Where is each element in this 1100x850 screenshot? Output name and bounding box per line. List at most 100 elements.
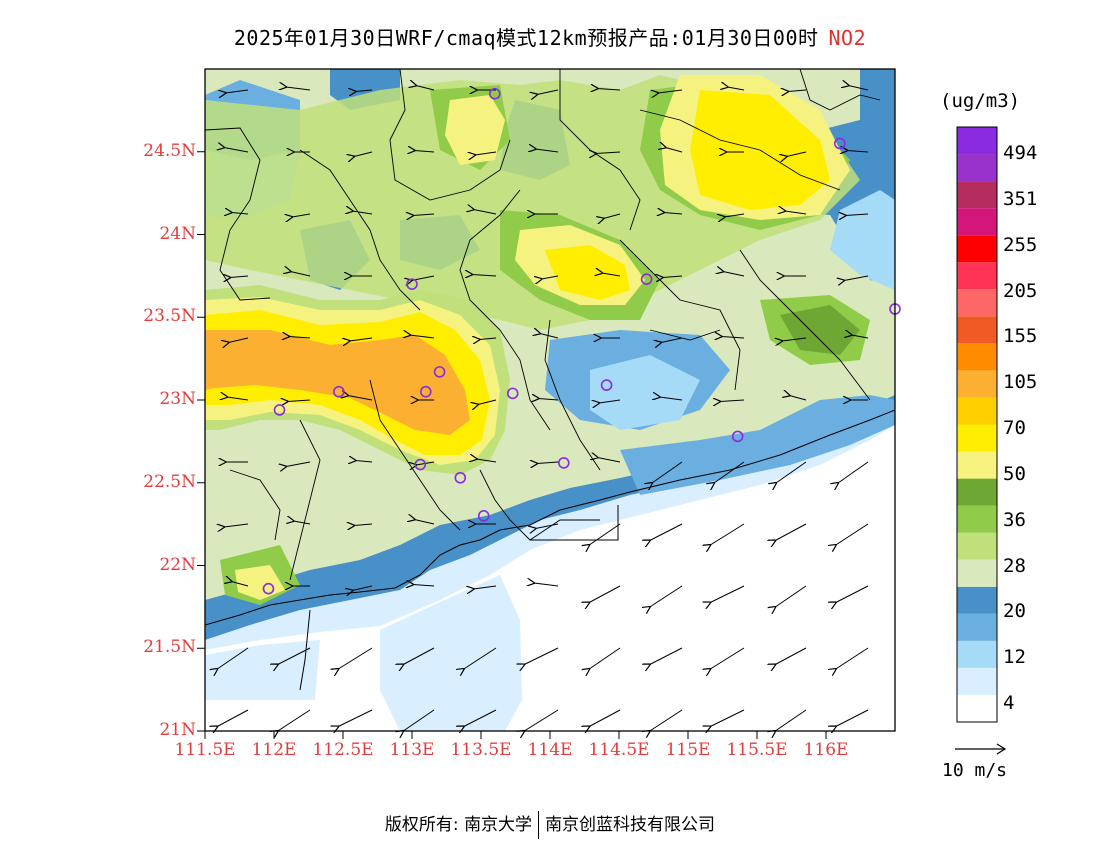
wind-arrow	[710, 523, 745, 545]
owner-nju: 南京大学	[464, 815, 533, 835]
wind-arrow	[348, 396, 373, 401]
station-marker	[833, 137, 846, 150]
wind-arrow	[775, 709, 807, 731]
wind-arrow	[338, 709, 373, 727]
colorbar-level-label: 351	[1003, 187, 1038, 210]
wind-arrow	[782, 338, 807, 341]
wind-arrow	[542, 275, 559, 279]
wind-arrow	[286, 87, 311, 90]
wind-arrow	[472, 275, 497, 277]
wind-arrow	[524, 647, 559, 665]
lon-label: 115E	[665, 740, 711, 760]
wind-arrow	[403, 647, 435, 665]
colorbar-level-label: 70	[1003, 417, 1026, 439]
colorbar-level-label: 28	[1003, 554, 1026, 577]
lon-label: 112.5E	[312, 740, 374, 760]
wind-arrow	[229, 337, 249, 343]
colorbar-level-label: 105	[1003, 371, 1038, 394]
wind-arrow	[776, 461, 807, 483]
colorbar-level-label: 205	[1003, 279, 1038, 302]
lat-label: 21.5N	[143, 637, 196, 658]
owner-company: 南京创蓝科技有限公司	[545, 815, 716, 835]
station-marker	[640, 273, 653, 285]
station-marker	[262, 582, 275, 595]
lat-label: 22.5N	[143, 471, 196, 492]
colorbar-swatch	[957, 559, 997, 587]
pollutant-label: NO2	[828, 26, 867, 50]
wind-reference-arrow	[955, 743, 1007, 755]
colorbar-swatch	[957, 505, 997, 533]
wind-arrow	[836, 523, 869, 545]
wind-arrow	[539, 399, 559, 401]
colorbar-swatch	[957, 694, 997, 722]
colorbar-swatch	[957, 424, 997, 452]
wind-arrow	[356, 461, 373, 463]
wind-arrow	[524, 709, 559, 731]
wind-arrow	[224, 524, 249, 527]
colorbar-level-label: 12	[1003, 646, 1026, 669]
colorbar-level-label: 50	[1003, 462, 1026, 485]
wind-arrow	[413, 214, 435, 216]
colorbar-swatch	[957, 208, 997, 236]
colorbar-swatch	[957, 370, 997, 398]
wind-arrow	[354, 524, 373, 526]
colorbar-swatch	[957, 343, 997, 371]
wind-arrow	[224, 148, 249, 153]
colorbar-level-label: 155	[1003, 325, 1038, 348]
wind-arrow	[534, 583, 559, 586]
colorbar-level-label: 36	[1003, 508, 1026, 531]
wind-arrow	[474, 586, 497, 589]
wind-arrow	[664, 213, 683, 215]
wind-arrow	[787, 151, 807, 157]
colorbar-swatch	[957, 667, 997, 695]
footer-copyright: 版权所有: 南京大学 南京创蓝科技有限公司	[0, 810, 1100, 839]
wind-arrow	[589, 585, 621, 603]
wind-arrow	[353, 211, 373, 215]
station-marker	[506, 387, 519, 400]
lon-label: 111.5E	[174, 740, 236, 760]
wind-arrow	[720, 400, 745, 402]
lon-label: 112E	[251, 740, 297, 760]
lat-label: 23.5N	[143, 306, 196, 327]
wind-arrow	[598, 458, 621, 463]
lat-label: 21N	[159, 720, 196, 740]
colorbar-swatch	[957, 532, 997, 560]
wind-arrow	[415, 151, 435, 153]
page-title: 2025年01月30日WRF/cmaq模式12km预报产品:01月30日00时 N…	[0, 22, 1100, 51]
wind-arrow	[226, 90, 249, 93]
colorbar-swatch	[957, 613, 997, 641]
axis-ticks	[197, 151, 827, 739]
colorbar-swatch	[957, 289, 997, 317]
wind-arrow	[464, 709, 497, 727]
station-marker	[333, 385, 345, 398]
coastline	[205, 409, 895, 691]
wind-arrow	[658, 90, 683, 93]
wind-arrow	[650, 647, 683, 665]
wind-arrow	[598, 89, 621, 91]
wind-arrow	[217, 647, 249, 669]
wind-arrow	[536, 149, 559, 152]
colorbar-level-label: 255	[1003, 233, 1038, 256]
wind-arrow	[478, 399, 497, 405]
wind-arrow	[291, 272, 311, 277]
wind-arrow	[650, 709, 683, 731]
colorbar-swatch	[957, 397, 997, 425]
station-marker	[557, 457, 570, 469]
admin-boundaries	[205, 69, 881, 581]
wind-arrow	[464, 647, 497, 669]
wind-arrow	[660, 397, 683, 400]
wind-arrow	[475, 152, 497, 155]
wind-arrow	[286, 461, 311, 467]
colorbar-level-label: 4	[1003, 692, 1015, 714]
wind-arrow	[232, 213, 249, 215]
station-marker	[273, 404, 286, 416]
wind-arrow	[537, 462, 559, 464]
wind-arrow	[540, 334, 559, 339]
wind-arrow	[227, 397, 249, 400]
colorbar-swatch	[957, 127, 997, 155]
wind-arrow	[604, 213, 621, 219]
wind-arrow	[775, 647, 807, 665]
lon-label: 114.5E	[588, 740, 650, 760]
lat-label: 24N	[159, 223, 196, 244]
wind-arrow	[652, 461, 683, 483]
